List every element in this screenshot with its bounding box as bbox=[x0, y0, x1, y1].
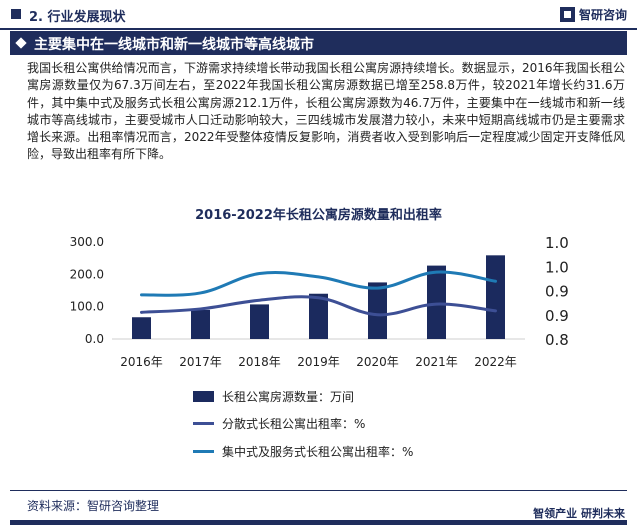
body-paragraph: 我国长租公寓供给情况而言，下游需求持续增长带动我国长租公寓房源持续增长。数据显示… bbox=[27, 61, 625, 162]
bottom-strip bbox=[10, 520, 627, 525]
banner-title: 主要集中在一线城市和新一线城市等高线城市 bbox=[34, 37, 314, 53]
legend-label-dispersed: 分散式长租公寓出租率：% bbox=[222, 417, 366, 431]
top-bar: 2. 行业发展现状 智研咨询 bbox=[0, 0, 637, 28]
title-banner: 主要集中在一线城市和新一线城市等高线城市 bbox=[10, 31, 627, 55]
diamond-icon bbox=[15, 37, 27, 49]
chart-container: 2016-2022年长租公寓房源数量和出租率 bbox=[0, 195, 637, 485]
section-heading: 2. 行业发展现状 bbox=[29, 10, 126, 25]
header-divider bbox=[0, 28, 637, 30]
section-square-icon bbox=[11, 9, 21, 19]
legend-swatch-dispersed bbox=[193, 422, 214, 425]
legend-label-bars: 长租公寓房源数量：万间 bbox=[222, 390, 355, 404]
legend-swatch-centralized bbox=[193, 450, 214, 453]
footer-slogan: 智领产业 研判未来 bbox=[533, 507, 625, 520]
brand-logo-icon bbox=[559, 7, 575, 22]
legend-label-centralized: 集中式及服务式长租公寓出租率：% bbox=[222, 445, 414, 459]
footer-divider bbox=[10, 490, 627, 491]
brand-name: 智研咨询 bbox=[578, 8, 627, 22]
chart-title: 2016-2022年长租公寓房源数量和出租率 bbox=[195, 208, 442, 223]
source-note: 资料来源：智研咨询整理 bbox=[27, 499, 160, 513]
legend-swatch-bars bbox=[193, 391, 214, 402]
brand: 智研咨询 bbox=[559, 6, 627, 23]
